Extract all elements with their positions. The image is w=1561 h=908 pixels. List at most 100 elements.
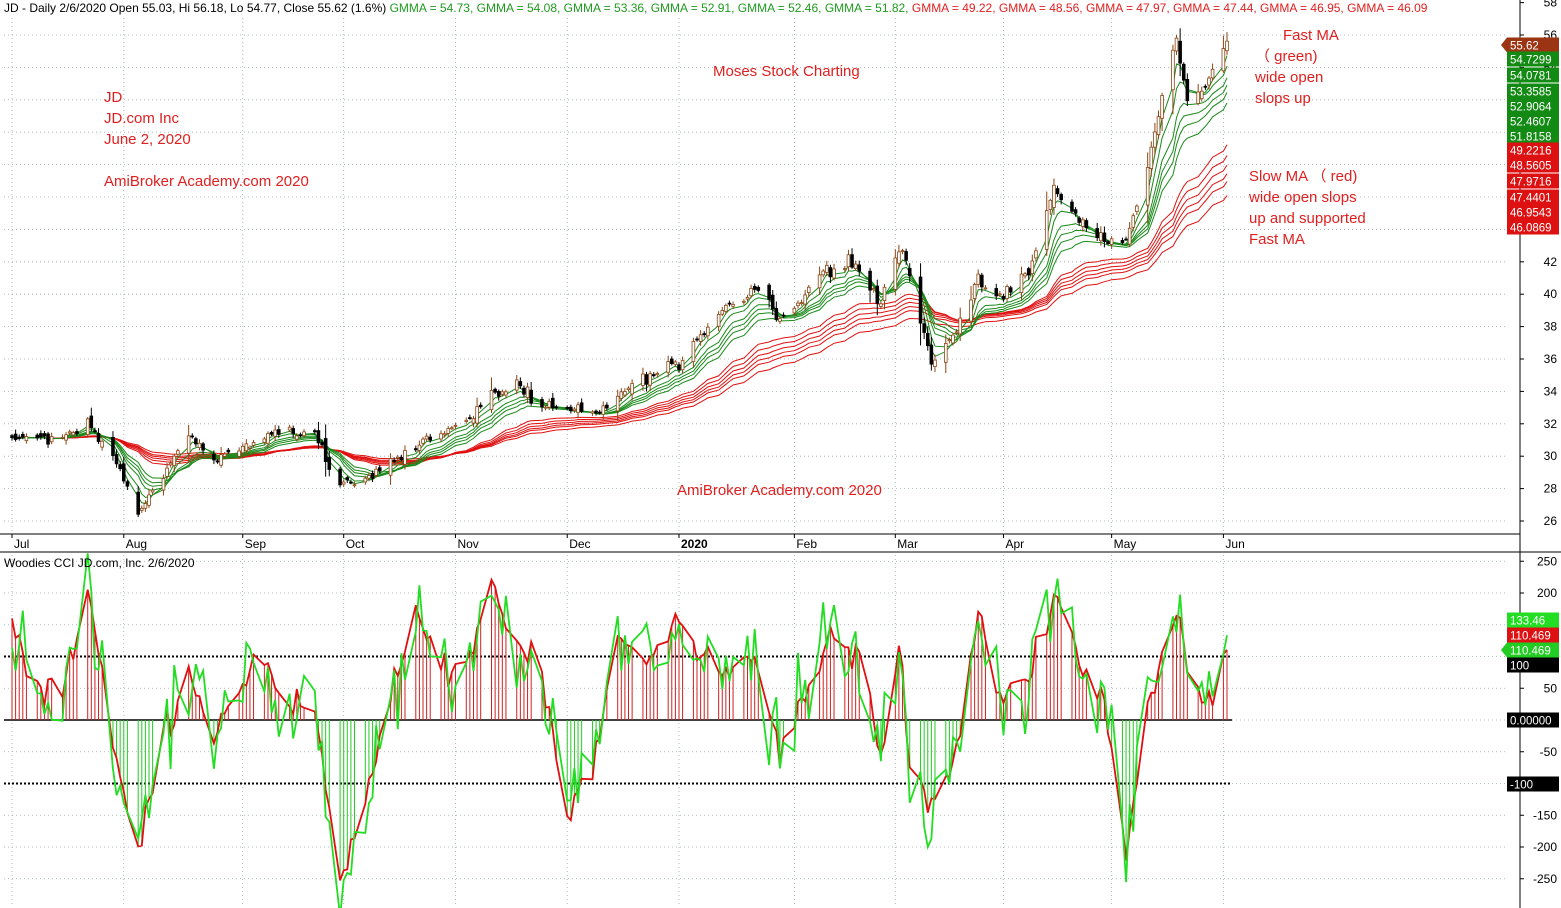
candle-body xyxy=(1008,287,1013,293)
candle-body xyxy=(1153,131,1157,148)
price-y-tick-label: 28 xyxy=(1544,482,1558,496)
cci-y-tick-label: -200 xyxy=(1533,840,1557,854)
candle-body xyxy=(644,374,649,385)
header-segment-1: GMMA = 54.73, xyxy=(390,1,477,15)
candle-body xyxy=(623,391,627,396)
x-tick-label: Aug xyxy=(126,537,147,551)
cci-tag-cci-bg xyxy=(1507,627,1559,643)
candle-body xyxy=(605,404,609,409)
candle-body xyxy=(1225,40,1229,52)
header-segment-10: GMMA = 47.44, xyxy=(1173,1,1260,15)
candle-body xyxy=(496,391,501,397)
candle-body xyxy=(374,468,378,476)
candle-body xyxy=(1026,268,1031,276)
candle-body xyxy=(778,318,782,322)
candle-body xyxy=(150,489,155,493)
gmma-fast-line xyxy=(11,77,1228,491)
candle-body xyxy=(601,405,606,415)
candle-body xyxy=(140,507,144,511)
candle-body xyxy=(13,433,18,440)
candle-body xyxy=(904,251,908,261)
candle-body xyxy=(1055,188,1060,195)
candle-body xyxy=(46,433,50,445)
candle-body xyxy=(677,364,681,371)
price-y-tick-label: 58 xyxy=(1544,0,1558,10)
header-segment-7: GMMA = 49.22, xyxy=(912,1,999,15)
candle-body xyxy=(554,406,559,409)
candle-body xyxy=(377,467,382,472)
candle-body xyxy=(846,254,851,268)
x-tick-label: Feb xyxy=(796,537,817,551)
candle-body xyxy=(799,302,804,305)
candle-body xyxy=(1109,238,1114,245)
cci-y-tick-label: -250 xyxy=(1533,872,1557,886)
candle-body xyxy=(493,388,497,393)
price-tag-slow-bg xyxy=(1507,204,1559,220)
candle-body xyxy=(1073,209,1078,214)
candle-body xyxy=(925,332,930,347)
candle-body xyxy=(716,314,721,327)
candle-body xyxy=(1099,232,1103,242)
annotation-slow-ma-4: Fast MA xyxy=(1249,231,1305,248)
candle-body xyxy=(630,383,634,395)
candle-body xyxy=(817,274,822,289)
gmma-slow-line xyxy=(11,195,1228,460)
header-segment-6: GMMA = 51.82, xyxy=(825,1,912,15)
price-tag-slow-bg xyxy=(1507,219,1559,235)
candle-body xyxy=(1059,194,1063,201)
candle-body xyxy=(673,361,678,365)
candle-body xyxy=(219,454,223,466)
candle-body xyxy=(1160,95,1164,119)
candle-body xyxy=(727,302,732,305)
candle-body xyxy=(262,438,267,443)
candle-body xyxy=(1106,241,1110,245)
candle-body xyxy=(424,435,429,440)
price-axis-tags: 55.62 54.7299 54.0781 53.3585 52.9064 52.4607… xyxy=(1501,37,1559,235)
price-tag-fast: 54.0781 xyxy=(1510,71,1552,83)
candle-body xyxy=(277,429,281,435)
candle-body xyxy=(522,387,526,395)
candle-body xyxy=(96,433,101,442)
candle-body xyxy=(67,431,72,434)
x-tick-label: Nov xyxy=(457,537,478,551)
candle-body xyxy=(395,456,400,459)
candle-body xyxy=(525,386,530,398)
candle-body xyxy=(341,481,346,485)
header-segment-11: GMMA = 46.95, xyxy=(1260,1,1347,15)
candle-body xyxy=(287,426,292,431)
candle-body xyxy=(1052,184,1056,208)
candle-body xyxy=(1084,220,1089,229)
candle-body xyxy=(900,250,905,253)
annotation-fast-ma-1: Fast MA xyxy=(1283,27,1339,44)
x-tick-label: Apr xyxy=(1005,537,1024,551)
candle-body xyxy=(194,438,198,445)
candle-body xyxy=(10,435,14,438)
candle-body xyxy=(828,267,833,278)
x-tick-label: Oct xyxy=(346,537,365,551)
candle-body xyxy=(295,435,299,440)
candle-body xyxy=(724,304,728,312)
candle-body xyxy=(450,427,454,430)
candle-body xyxy=(392,459,396,462)
header-segment-0: JD - Daily 2/6/2020 Open 55.03, Hi 56.18… xyxy=(4,1,390,15)
annotations: JD JD.com Inc June 2, 2020 AmiBroker Aca… xyxy=(104,27,1366,499)
candle-body xyxy=(933,359,937,367)
header-segment-5: GMMA = 52.46, xyxy=(738,1,825,15)
candle-body xyxy=(215,460,220,463)
candle-body xyxy=(352,484,357,487)
candle-body xyxy=(17,436,21,439)
candle-body xyxy=(980,274,984,288)
candle-body xyxy=(111,436,115,456)
candle-body xyxy=(172,455,177,466)
candle-body xyxy=(93,430,97,433)
price-tag-slow: 49.2216 xyxy=(1510,146,1552,158)
candle-body xyxy=(421,438,425,444)
price-y-tick-label: 40 xyxy=(1544,287,1558,301)
price-y-tick-label: 36 xyxy=(1544,352,1558,366)
candle-body xyxy=(547,401,551,408)
candle-body xyxy=(702,333,707,336)
candle-body xyxy=(825,264,829,273)
candle-body xyxy=(165,467,169,477)
candle-body xyxy=(345,477,350,481)
